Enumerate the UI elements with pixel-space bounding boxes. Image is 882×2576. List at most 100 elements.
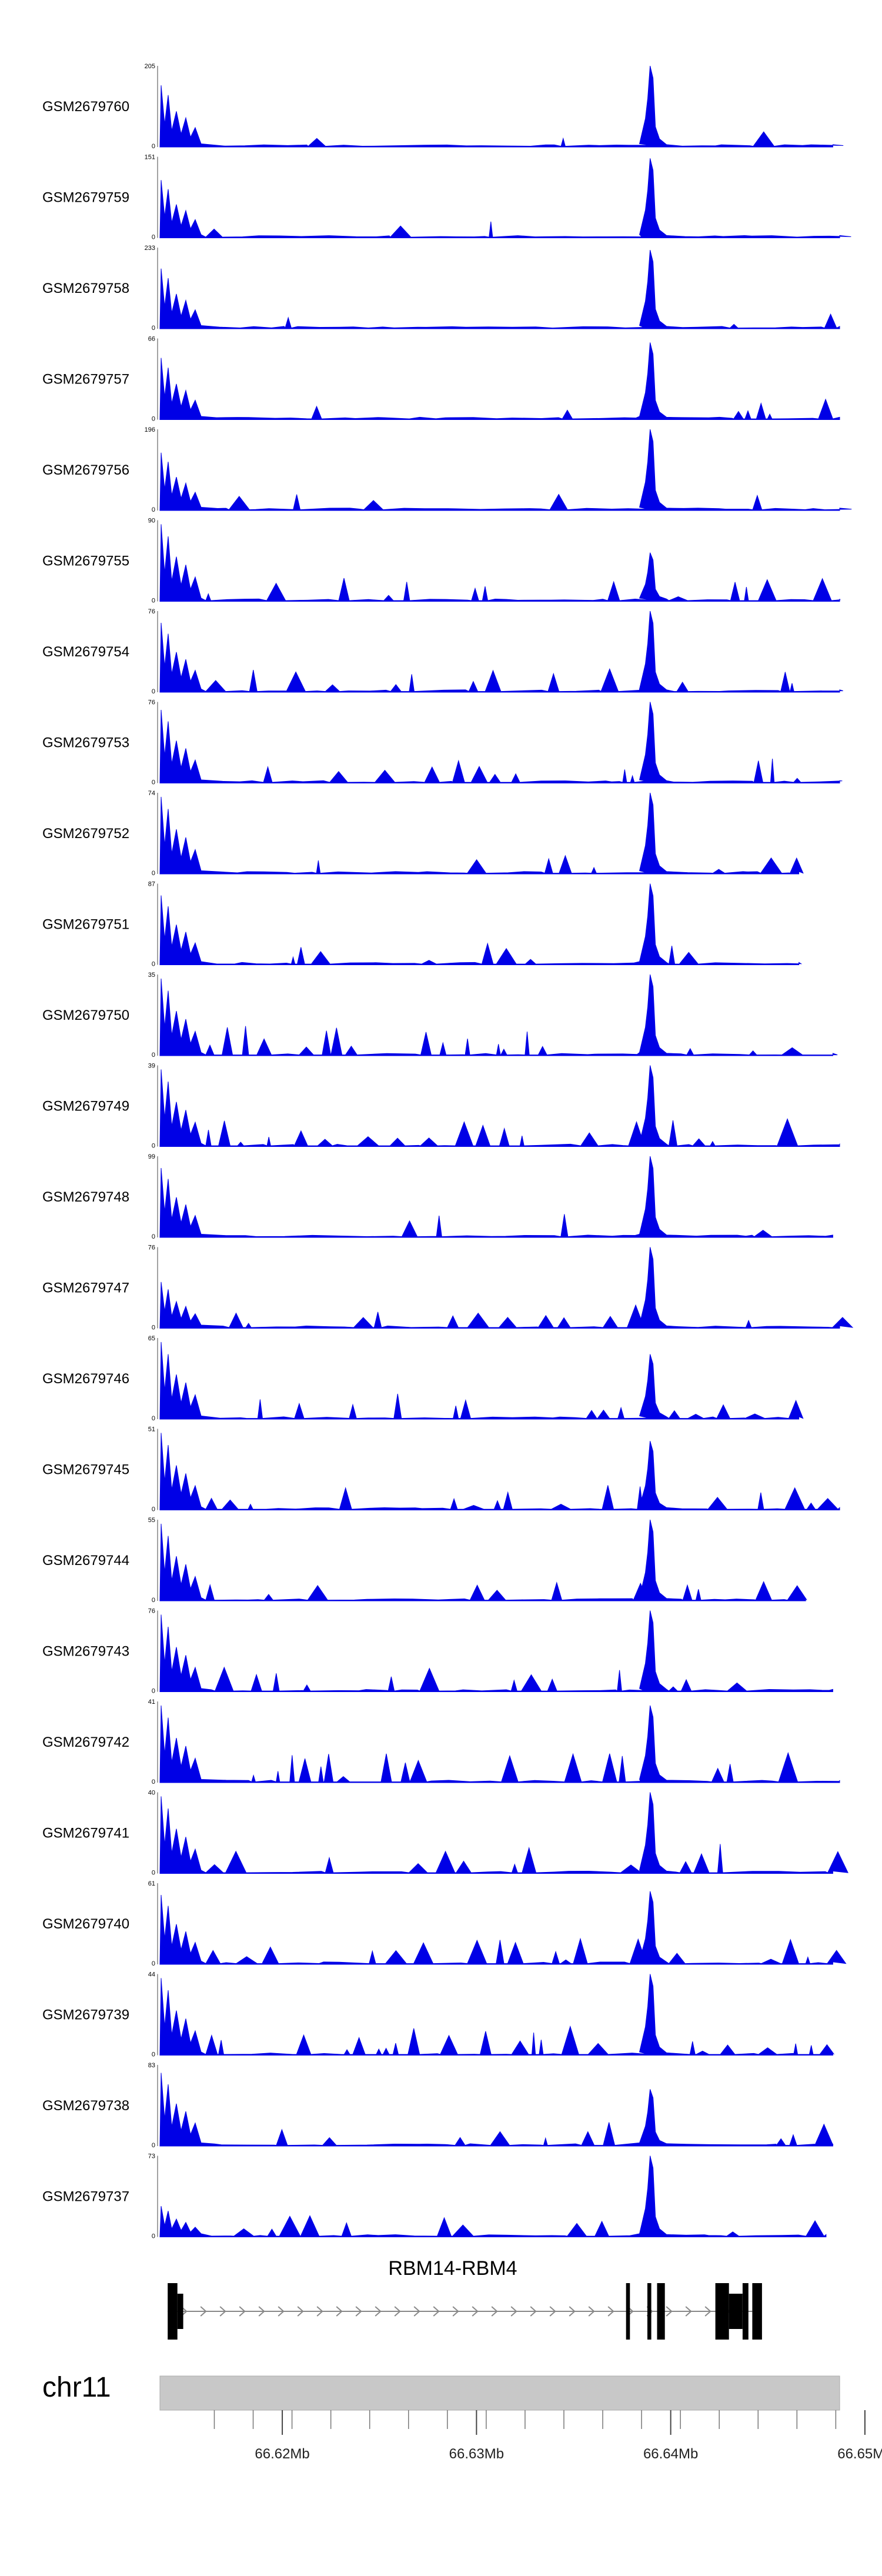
y-max-label: 65 xyxy=(148,1335,155,1342)
y-max-label: 35 xyxy=(148,972,155,979)
x-tick-label: 66.64Mb xyxy=(643,2446,698,2462)
coverage-area xyxy=(159,1342,804,1420)
coverage-area xyxy=(159,2155,827,2237)
strand-arrow xyxy=(239,2306,246,2317)
y-max-label: 151 xyxy=(145,154,155,161)
strand-arrow xyxy=(491,2306,498,2317)
track-GSM2679738: 83 0 GSM2679738 xyxy=(42,2062,834,2149)
y-min-label: 0 xyxy=(152,1870,155,1877)
strand-arrow xyxy=(569,2306,576,2317)
y-max-label: 205 xyxy=(145,63,155,70)
coverage-area xyxy=(159,158,851,238)
exon xyxy=(657,2283,665,2340)
track-GSM2679740: 61 0 GSM2679740 xyxy=(42,1880,847,1967)
coverage-area xyxy=(159,1705,840,1783)
track-GSM2679759: 151 0 GSM2679759 xyxy=(42,154,851,241)
strand-arrow xyxy=(549,2306,556,2317)
track-label: GSM2679740 xyxy=(42,1916,129,1932)
y-min-label: 0 xyxy=(152,2051,155,2058)
track-GSM2679755: 90 0 GSM2679755 xyxy=(42,518,841,605)
y-max-label: 83 xyxy=(148,2062,155,2069)
strand-arrow xyxy=(433,2306,440,2317)
track-GSM2679760: 205 0 GSM2679760 xyxy=(42,63,844,150)
track-GSM2679754: 76 0 GSM2679754 xyxy=(42,608,843,695)
exon xyxy=(626,2283,630,2340)
gene-model-track: RBM14-RBM4 xyxy=(168,2257,762,2340)
track-GSM2679749: 39 0 GSM2679749 xyxy=(42,1063,840,1150)
coverage-area xyxy=(159,2073,834,2147)
coverage-area xyxy=(159,1156,833,1238)
track-label: GSM2679741 xyxy=(42,1826,129,1841)
y-min-label: 0 xyxy=(152,416,155,423)
coverage-area xyxy=(159,1433,840,1510)
track-GSM2679752: 74 0 GSM2679752 xyxy=(42,790,804,877)
strand-arrow xyxy=(510,2306,517,2317)
y-max-label: 55 xyxy=(148,1517,155,1524)
track-label: GSM2679749 xyxy=(42,1099,129,1115)
y-max-label: 66 xyxy=(148,336,155,343)
y-min-label: 0 xyxy=(152,143,155,150)
strand-arrow xyxy=(355,2306,362,2317)
y-min-label: 0 xyxy=(152,688,155,695)
y-max-label: 74 xyxy=(148,790,155,797)
y-max-label: 76 xyxy=(148,1608,155,1615)
coverage-area xyxy=(159,429,852,511)
coverage-area xyxy=(159,974,838,1056)
y-min-label: 0 xyxy=(152,506,155,513)
coverage-tracks: 205 0 GSM2679760 151 0 GSM2679759 233 0 GSM26797… xyxy=(42,63,854,2240)
exon xyxy=(647,2283,652,2340)
coverage-area xyxy=(159,1065,840,1147)
strand-arrow xyxy=(413,2306,420,2317)
y-min-label: 0 xyxy=(152,1233,155,1240)
strand-arrow xyxy=(530,2306,537,2317)
y-max-label: 76 xyxy=(148,699,155,706)
y-max-label: 39 xyxy=(148,1063,155,1070)
coverage-area xyxy=(159,1247,854,1329)
track-label: GSM2679739 xyxy=(42,2007,129,2023)
y-max-label: 41 xyxy=(148,1699,155,1706)
y-min-label: 0 xyxy=(152,1688,155,1695)
y-min-label: 0 xyxy=(152,1597,155,1604)
y-min-label: 0 xyxy=(152,1324,155,1332)
coverage-area xyxy=(159,524,841,602)
exon xyxy=(752,2283,762,2340)
y-min-label: 0 xyxy=(152,1960,155,1967)
strand-arrow xyxy=(375,2306,382,2317)
track-GSM2679746: 65 0 GSM2679746 xyxy=(42,1335,804,1422)
y-max-label: 196 xyxy=(145,426,155,433)
track-GSM2679743: 76 0 GSM2679743 xyxy=(42,1608,833,1695)
exon xyxy=(729,2294,743,2329)
strand-arrow xyxy=(588,2306,595,2317)
track-GSM2679744: 55 0 GSM2679744 xyxy=(42,1517,807,1604)
exon xyxy=(177,2294,183,2329)
coverage-area xyxy=(159,1519,807,1601)
y-max-label: 40 xyxy=(148,1790,155,1797)
track-label: GSM2679756 xyxy=(42,462,129,478)
track-GSM2679737: 73 0 GSM2679737 xyxy=(42,2153,827,2240)
chromosome-axis-track: chr11 66.62Mb 66.63Mb 66.64Mb 66.65Mb xyxy=(42,2372,882,2462)
track-GSM2679750: 35 0 GSM2679750 xyxy=(42,972,838,1059)
coverage-area xyxy=(159,883,803,965)
y-max-label: 73 xyxy=(148,2153,155,2160)
track-GSM2679739: 44 0 GSM2679739 xyxy=(42,1971,834,2058)
y-min-label: 0 xyxy=(152,961,155,968)
track-label: GSM2679758 xyxy=(42,281,129,296)
strand-arrow xyxy=(297,2306,304,2317)
strand-arrow xyxy=(607,2306,614,2317)
track-label: GSM2679737 xyxy=(42,2189,129,2205)
track-GSM2679756: 196 0 GSM2679756 xyxy=(42,426,852,513)
exon xyxy=(715,2283,729,2340)
strand-arrow xyxy=(336,2306,343,2317)
track-label: GSM2679750 xyxy=(42,1007,129,1023)
y-min-label: 0 xyxy=(152,2233,155,2240)
y-min-label: 0 xyxy=(152,1415,155,1422)
y-max-label: 76 xyxy=(148,608,155,615)
y-min-label: 0 xyxy=(152,1778,155,1786)
track-GSM2679748: 99 0 GSM2679748 xyxy=(42,1153,833,1240)
track-label: GSM2679759 xyxy=(42,190,129,206)
y-max-label: 87 xyxy=(148,881,155,888)
track-label: GSM2679757 xyxy=(42,372,129,388)
coverage-area xyxy=(159,1891,847,1965)
track-label: GSM2679738 xyxy=(42,2098,129,2114)
coverage-area xyxy=(159,610,843,693)
